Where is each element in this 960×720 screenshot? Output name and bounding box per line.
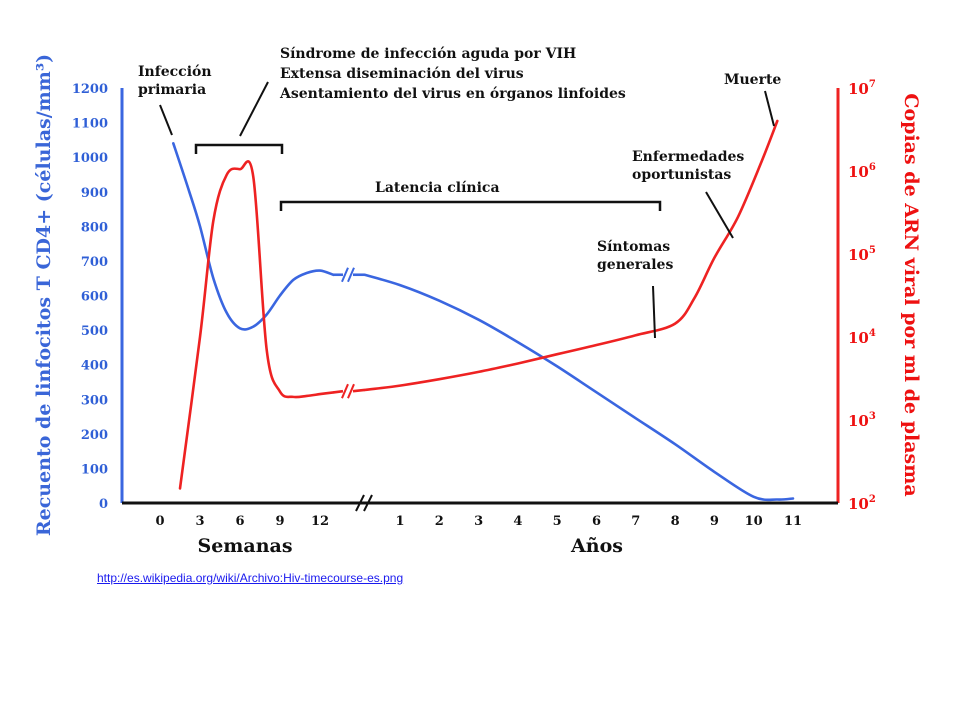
y-left-tick-label: 800 [81,220,108,235]
x-tick-label: 5 [553,514,562,529]
pointer-general-symptoms [652,285,656,339]
annotation-clinical-latency: Latencia clínica [375,180,500,196]
x-tick-label: 6 [592,514,601,529]
x-axis-break-mark [355,494,365,512]
y-left-tick-label: 1000 [72,151,108,166]
x-tick-label: 7 [631,514,640,529]
y-left-tick-label: 700 [81,255,108,270]
bracket-clinical-latency [279,200,662,211]
annotation-acute-syndrome: Síndrome de infección aguda por VIH Exten… [279,46,626,102]
y-right-tick-label: 105 [848,245,876,264]
y-left-tick-label: 200 [81,428,108,443]
bracket-acute-phase [194,143,284,154]
source-link[interactable]: http://es.wikipedia.org/wiki/Archivo:Hiv… [97,571,404,585]
x-tick-label: 9 [710,514,719,529]
y-left-tick-label: 400 [81,359,108,374]
x-tick-label: 9 [275,514,284,529]
x-axis-break-mark [363,494,373,512]
y-left-tick-label: 600 [81,290,108,305]
rna-line-break-join [352,388,365,393]
y-right-tick-label: 107 [848,79,876,98]
annotation-primary-infection: Infección primaria [138,64,212,98]
y-left-tick-label: 900 [81,186,108,201]
y-left-tick-label: 300 [81,393,108,408]
x-tick-label: 3 [474,514,483,529]
y-left-tick-label: 500 [81,324,108,339]
x-tick-label: 12 [311,514,329,529]
x-tick-label: 4 [513,514,522,529]
chart-series [172,119,795,502]
x-tick-label: 6 [235,514,244,529]
y-right-tick-label: 102 [848,494,876,513]
pointer-primary-infection [159,104,173,136]
x-tick-label: 8 [671,514,680,529]
y-left-tick-label: 1100 [72,117,108,132]
annotation-death: Muerte [724,72,781,88]
chart-annotations: Infección primaria Síndrome de infección a… [138,46,781,339]
y-left-axis-title: Recuento de linfocitos T CD4+ (células/m… [33,54,55,536]
y-left-tick-label: 100 [81,462,108,477]
x-tick-label: 10 [745,514,763,529]
cd4-line-break-mark [347,267,355,283]
x-tick-label: 11 [784,514,802,529]
annotation-general-symptoms: Síntomas generales [597,239,673,273]
x-tick-label: 2 [435,514,444,529]
chart-axes: 0100200300400500600700800900100011001200… [33,54,922,557]
rna-line-break-join [333,389,344,394]
annotation-opportunistic-diseases: Enfermedades oportunistas [632,149,744,183]
x-axis-title-years: Años [570,535,623,557]
y-right-tick-label: 106 [848,162,876,181]
pointer-acute-syndrome [239,81,269,137]
cd4-line-weeks [172,142,335,331]
y-right-axis-title: Copias de ARN viral por ml de plasma [900,93,922,496]
x-tick-label: 3 [195,514,204,529]
y-right-tick-label: 103 [848,411,876,430]
rna-line-break-mark [347,383,355,399]
x-tick-label: 0 [155,514,164,529]
x-axis-title-weeks: Semanas [197,535,292,557]
cd4-line-break-mark [341,267,349,283]
cd4-line-years [363,273,795,502]
y-right-tick-label: 104 [848,328,876,347]
rna-line-years [363,119,779,392]
pointer-death [764,90,775,127]
x-tick-label: 1 [395,514,404,529]
y-left-tick-label: 1200 [72,82,108,97]
rna-line-weeks [178,160,335,490]
y-left-tick-label: 0 [99,497,108,512]
rna-line-break-mark [341,383,349,399]
pointer-opportunistic-diseases [705,191,734,239]
